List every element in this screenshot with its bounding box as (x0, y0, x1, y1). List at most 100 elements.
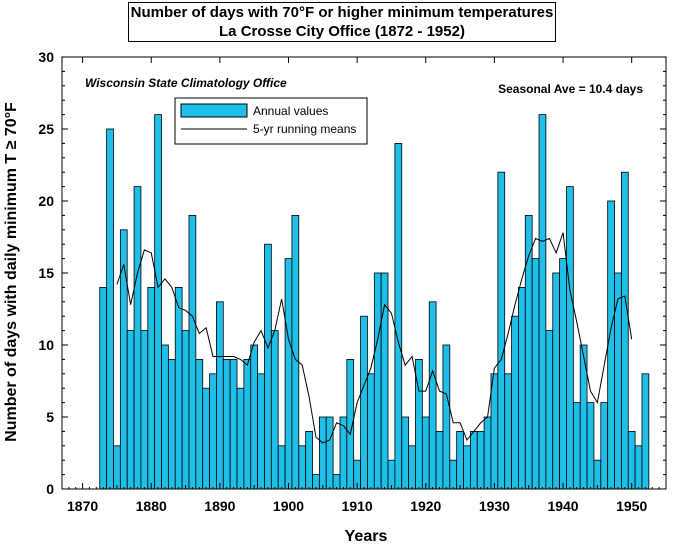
y-tick-label: 0 (46, 481, 54, 497)
bar-1892 (229, 358, 238, 490)
running-mean-line (116, 232, 633, 444)
bar-1889 (209, 373, 217, 490)
bar-1905 (318, 416, 327, 490)
bar-1918 (408, 445, 416, 490)
bar-1932 (504, 373, 512, 490)
bar-1880 (147, 286, 156, 490)
legend-label-running-mean: 5-yr running means (253, 122, 356, 136)
bar-1893 (236, 387, 245, 490)
bar-1912 (367, 373, 375, 490)
bar-1944 (586, 402, 595, 490)
y-tick-label: 25 (38, 121, 54, 137)
legend-label-annual: Annual values (253, 104, 328, 118)
x-tick-label: 1940 (547, 498, 578, 514)
bar-1874 (106, 128, 114, 490)
bar-1921 (428, 301, 437, 490)
bar-1923 (442, 344, 451, 490)
y-tick-label: 20 (38, 193, 54, 209)
bar-1878 (133, 186, 142, 490)
legend-box (174, 97, 368, 145)
bar-series (99, 114, 650, 490)
bar-1904 (312, 474, 320, 490)
bar-1895 (250, 344, 259, 490)
bar-1897 (264, 243, 272, 490)
y-tick-label: 10 (38, 337, 54, 353)
bar-1950 (627, 430, 636, 490)
y-tick-label: 5 (46, 409, 54, 425)
x-tick-label: 1890 (204, 498, 235, 514)
bar-1881 (154, 114, 162, 490)
bar-1922 (435, 430, 444, 490)
bar-1902 (298, 445, 307, 490)
bar-1883 (167, 358, 176, 490)
x-tick-label: 1930 (479, 498, 510, 514)
bar-1896 (257, 373, 265, 490)
chart-title: Number of days with 70°F or higher minim… (130, 4, 554, 21)
bar-1951 (634, 445, 643, 490)
bar-1952 (641, 373, 650, 490)
bar-1936 (531, 258, 540, 490)
bar-1915 (387, 459, 396, 490)
y-tick-label: 30 (38, 49, 54, 65)
bar-1948 (614, 272, 622, 490)
bar-1920 (421, 416, 430, 490)
bar-1947 (607, 200, 615, 490)
bar-1882 (161, 344, 169, 490)
chart-subtitle: La Crosse City Office (1872 - 1952) (219, 23, 465, 40)
x-tick-label: 1920 (410, 498, 441, 514)
bar-1903 (305, 430, 313, 490)
x-tick-label: 1950 (616, 498, 647, 514)
bar-1942 (572, 402, 581, 490)
bar-1898 (270, 330, 279, 490)
bar-1917 (401, 416, 410, 490)
bar-1940 (559, 258, 567, 490)
bar-1887 (195, 358, 204, 490)
bar-1933 (511, 315, 519, 490)
x-axis-title: Years (345, 528, 388, 545)
bar-1949 (620, 171, 629, 490)
running-mean-series (116, 232, 633, 444)
bar-1926 (463, 445, 471, 490)
bar-1931 (497, 171, 506, 490)
bar-1906 (325, 416, 334, 490)
bar-1911 (360, 315, 368, 490)
bar-1928 (476, 430, 485, 490)
bar-1927 (469, 430, 478, 490)
bar-1876 (119, 229, 128, 490)
bar-1938 (545, 330, 554, 490)
x-tick-label: 1900 (273, 498, 304, 514)
bar-1916 (394, 142, 403, 490)
bar-1937 (538, 114, 547, 490)
bar-1900 (284, 258, 293, 490)
bar-1886 (188, 214, 197, 490)
bar-1941 (566, 186, 574, 490)
bar-1945 (593, 459, 602, 490)
x-tick-label: 1910 (342, 498, 373, 514)
x-tick-label: 1880 (136, 498, 167, 514)
bar-1884 (174, 286, 183, 490)
x-tick-label: 1870 (67, 498, 98, 514)
chart-title-box: Number of days with 70°F or higher minim… (128, 2, 556, 42)
bar-1875 (113, 445, 121, 490)
bar-1908 (339, 416, 348, 490)
y-axis-title: Number of days with daily minimum T ≥ 70… (3, 102, 20, 442)
bar-1888 (202, 387, 210, 490)
legend-bar-swatch (180, 103, 248, 118)
bar-1894 (243, 358, 252, 490)
bar-1913 (373, 272, 382, 490)
bar-1873 (99, 286, 108, 490)
legend: Annual values 5-yr running means (174, 97, 368, 145)
bar-1946 (600, 402, 609, 490)
bar-1885 (181, 330, 190, 490)
seasonal-average-annotation: Seasonal Ave = 10.4 days (498, 82, 643, 96)
bar-1890 (216, 301, 224, 490)
y-tick-label: 15 (38, 265, 54, 281)
bar-1930 (490, 373, 499, 490)
bar-1891 (222, 358, 231, 490)
bar-1879 (140, 330, 149, 490)
bar-1924 (449, 459, 458, 490)
bar-1877 (126, 330, 135, 490)
bar-1907 (332, 474, 341, 490)
bar-1934 (518, 286, 526, 490)
